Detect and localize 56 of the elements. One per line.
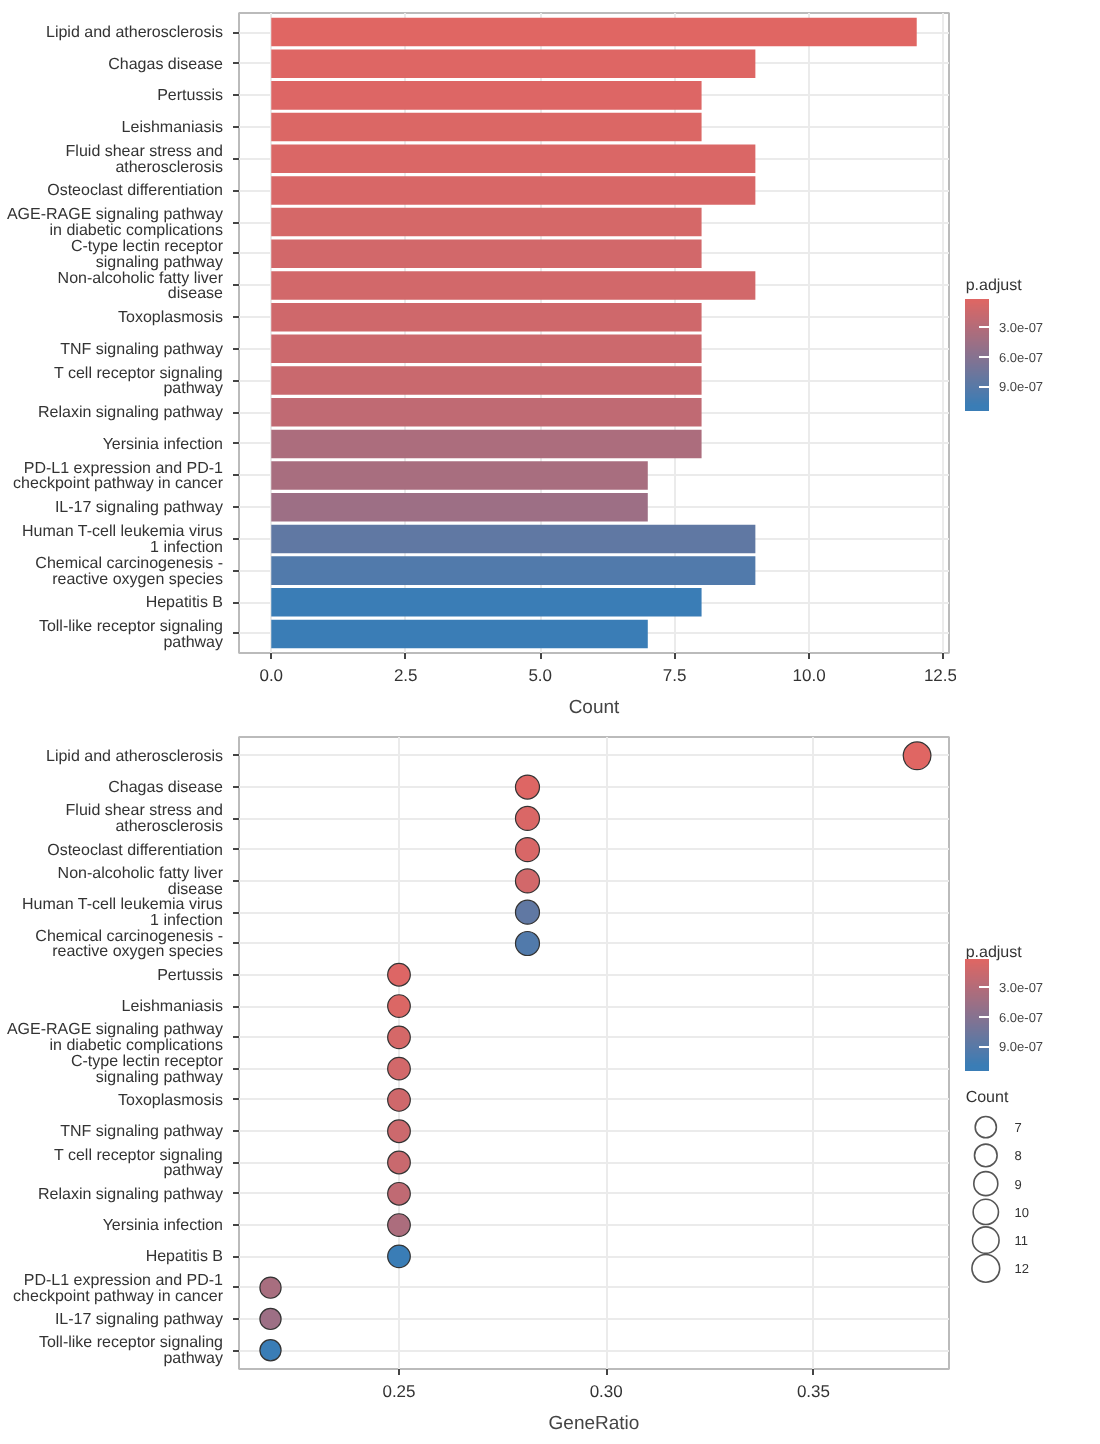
y-tick-label: Chagas disease xyxy=(108,778,225,797)
y-tick-label: C-type lectin receptor signaling pathway xyxy=(70,236,224,271)
y-tick-label: IL-17 signaling pathway xyxy=(54,1309,224,1328)
y-tick-label: Osteoclast differentiation xyxy=(47,181,224,200)
y-tick-label: TNF signaling pathway xyxy=(60,339,224,358)
x-tick-label: 10.0 xyxy=(792,665,827,685)
x-tick-label: 12.5 xyxy=(923,665,958,685)
x-tick-label: 0.30 xyxy=(589,1381,624,1401)
bar xyxy=(271,524,756,554)
y-tick-label: AGE-RAGE signaling pathway in diabetic complications xyxy=(6,1020,224,1055)
y-tick-label: Toll-like receptor signaling pathway xyxy=(38,1333,224,1368)
y-tick-label: Human T-cell leukemia virus 1 infection xyxy=(22,895,223,930)
y-tick-label: Toxoplasmosis xyxy=(118,1090,224,1109)
x-tick-label: 0.25 xyxy=(382,1381,417,1401)
y-tick-label: Yersinia infection xyxy=(102,434,223,453)
y-tick-label: Hepatitis B xyxy=(145,593,224,612)
y-tick-label: Relaxin signaling pathway xyxy=(38,1184,223,1203)
y-tick-label: T cell receptor signaling pathway xyxy=(54,363,223,398)
x-tick-label: 2.5 xyxy=(393,665,419,685)
y-tick-label: Pertussis xyxy=(157,965,224,984)
y-tick-label: Yersinia infection xyxy=(102,1216,223,1235)
y-tick-label: PD-L1 expression and PD-1 checkpoint pathway in cancer xyxy=(13,1270,225,1305)
y-tick-label: Osteoclast differentiation xyxy=(47,840,224,859)
color-bar-title: p.adjust xyxy=(965,943,1024,962)
bar xyxy=(271,556,756,585)
color-bar-title: p.adjust xyxy=(965,276,1024,295)
x-tick-label: 7.5 xyxy=(662,665,688,685)
y-tick-label: C-type lectin receptor signaling pathway xyxy=(70,1051,224,1086)
y-tick-label: Toxoplasmosis xyxy=(118,308,224,327)
y-tick-label: Non-alcoholic fatty liver disease xyxy=(57,268,225,303)
y-tick-label: TNF signaling pathway xyxy=(60,1122,224,1141)
x-axis-title: GeneRatio xyxy=(548,1413,640,1435)
y-tick-label: Lipid and atherosclerosis xyxy=(46,23,224,42)
y-tick-label: T cell receptor signaling pathway xyxy=(54,1145,223,1180)
y-tick-label: Leishmaniasis xyxy=(121,118,224,137)
y-tick-label: PD-L1 expression and PD-1 checkpoint pathway in cancer xyxy=(13,458,225,493)
y-tick-label: IL-17 signaling pathway xyxy=(54,498,224,517)
y-tick-label: Relaxin signaling pathway xyxy=(38,403,223,422)
y-tick-label: Toll-like receptor signaling pathway xyxy=(38,617,224,651)
legend-title: Count xyxy=(965,1087,1010,1106)
y-tick-label: Fluid shear stress and atherosclerosis xyxy=(65,801,224,836)
y-tick-label: Chagas disease xyxy=(108,54,225,73)
x-tick-label: 5.0 xyxy=(528,665,553,685)
y-tick-label: Human T-cell leukemia virus 1 infection xyxy=(22,522,223,556)
x-tick-label: 0.0 xyxy=(259,665,284,685)
y-tick-label: Chemical carcinogenesis - reactive oxygen species xyxy=(35,553,224,588)
y-tick-label: Pertussis xyxy=(157,86,224,105)
y-tick-label: Leishmaniasis xyxy=(121,997,224,1016)
y-tick-label: Non-alcoholic fatty liver disease xyxy=(57,864,225,898)
x-axis-title: Count xyxy=(568,697,621,719)
y-tick-label: Chemical carcinogenesis - reactive oxygen species xyxy=(35,926,224,961)
y-tick-label: Hepatitis B xyxy=(145,1247,224,1266)
y-tick-label: Fluid shear stress and atherosclerosis xyxy=(65,141,224,176)
y-tick-label: AGE-RAGE signaling pathway in diabetic complications xyxy=(6,205,224,240)
y-tick-label: Lipid and atherosclerosis xyxy=(46,746,224,765)
x-tick-label: 0.35 xyxy=(796,1381,831,1401)
